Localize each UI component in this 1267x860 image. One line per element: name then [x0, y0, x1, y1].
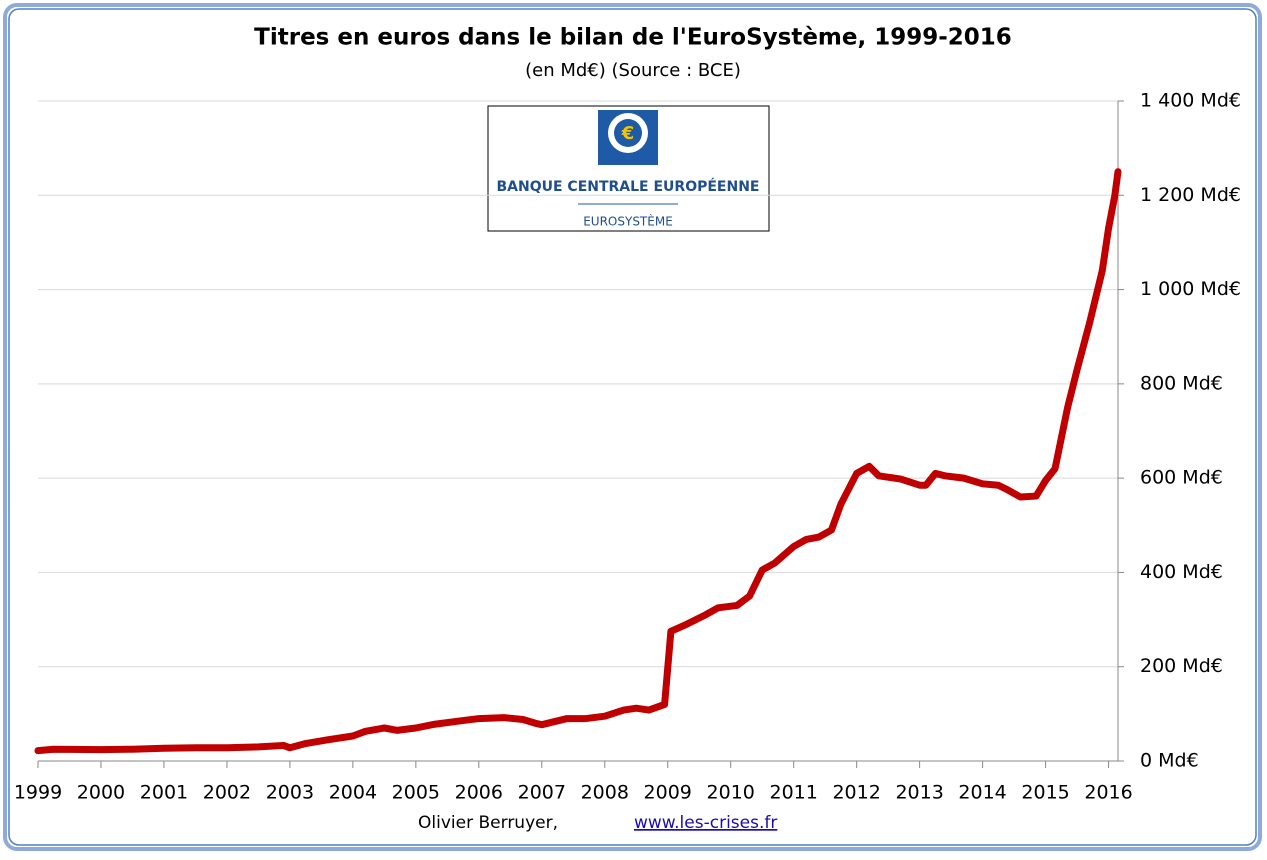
- x-tick-label: 2001: [140, 782, 188, 804]
- x-tick-label: 2003: [266, 782, 314, 804]
- x-tick-label: 2009: [644, 782, 692, 804]
- credit: Olivier Berruyer,: [418, 813, 558, 833]
- x-tick-label: 2014: [958, 782, 1006, 804]
- y-tick-label: 800 Md€: [1140, 372, 1223, 394]
- y-tick-label: 1 400 Md€: [1140, 90, 1241, 112]
- x-tick-label: 2000: [77, 782, 125, 804]
- logo-euro: €: [621, 123, 635, 144]
- logo-inner: [614, 119, 642, 147]
- x-tick-label: 2013: [895, 782, 943, 804]
- y-tick-label: 600 Md€: [1140, 467, 1223, 489]
- x-tick-label: 2008: [581, 782, 629, 804]
- x-tick-label: 2004: [329, 782, 377, 804]
- y-tick-label: 1 000 Md€: [1140, 278, 1241, 300]
- x-tick-label: 1999: [14, 782, 62, 804]
- y-tick-label: 200 Md€: [1140, 655, 1223, 677]
- x-tick-label: 2005: [392, 782, 440, 804]
- logo-text: BANQUE CENTRALE EUROPÉENNE: [496, 178, 759, 195]
- x-tick-label: 2015: [1021, 782, 1069, 804]
- x-tick-label: 2016: [1084, 782, 1132, 804]
- data-line: [34, 168, 1122, 755]
- frame: [3, 3, 1262, 851]
- chart-title: Titres en euros dans le bilan de l'EuroS…: [254, 25, 1012, 51]
- x-tick-label: 2012: [832, 782, 880, 804]
- x-tick-label: 2002: [203, 782, 251, 804]
- frame-inner: [8, 8, 1257, 846]
- x-tick-label: 2007: [518, 782, 566, 804]
- x-tick-label: 2006: [455, 782, 503, 804]
- logo-subtext: EUROSYSTÈME: [583, 214, 673, 229]
- chart-subtitle: (en Md€) (Source : BCE): [525, 60, 741, 81]
- y-tick-label: 400 Md€: [1140, 561, 1223, 583]
- x-tick-label: 2010: [707, 782, 755, 804]
- logo: € BANQUE CENTRALE EUROPÉENNE EUROSYSTÈME: [487, 105, 770, 232]
- x-tick-label: 2011: [770, 782, 818, 804]
- credit-link[interactable]: www.les-crises.fr: [634, 813, 777, 833]
- y-tick-label: 1 200 Md€: [1140, 184, 1241, 206]
- y-tick-label: 0 Md€: [1140, 750, 1199, 772]
